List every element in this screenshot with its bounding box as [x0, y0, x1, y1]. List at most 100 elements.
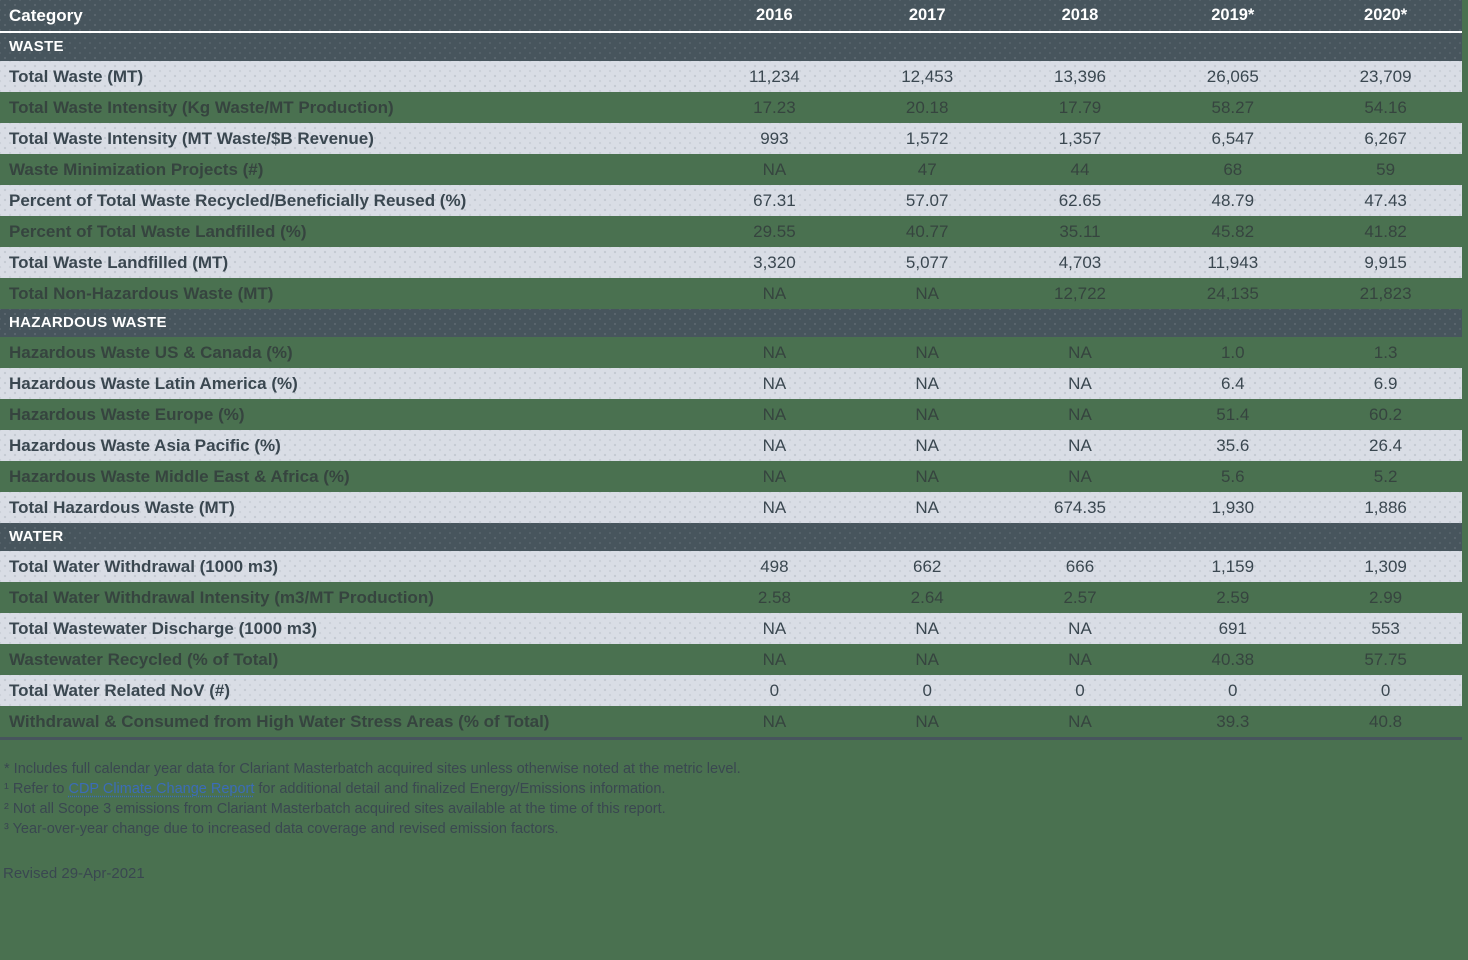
value-cell: 5.6: [1220, 466, 1245, 486]
value-cell: 1.3: [1373, 342, 1398, 362]
value-cell: NA: [915, 618, 939, 638]
value-cell: NA: [762, 342, 787, 362]
value-cell: NA: [762, 404, 787, 424]
value-cell: NA: [1068, 435, 1092, 455]
value-cell: 26.4: [1369, 435, 1403, 455]
footnote-3: ³ Year-over-year change due to increased…: [4, 821, 559, 837]
value-cell: 6.9: [1373, 373, 1398, 393]
row-label: Hazardous Waste Latin America (%): [9, 373, 298, 393]
value-cell: 12,453: [901, 66, 954, 86]
value-cell: 4,703: [1058, 252, 1102, 272]
row-label: Total Water Related NoV (#): [9, 680, 231, 700]
value-cell: 40.38: [1211, 649, 1255, 669]
value-cell: 24,135: [1206, 283, 1259, 303]
value-cell: 5.2: [1373, 466, 1398, 486]
table-row: Total Waste Intensity (MT Waste/$B Reven…: [0, 123, 1462, 154]
table-row: Wastewater Recycled (% of Total) NA NA NA 40…: [0, 644, 1462, 675]
row-label: Withdrawal & Consumed from High Water St…: [9, 711, 550, 731]
value-cell: NA: [915, 435, 939, 455]
value-cell: 5,077: [905, 252, 949, 272]
value-cell: 2.57: [1063, 587, 1097, 607]
value-cell: 553: [1371, 618, 1400, 638]
row-label: Waste Minimization Projects (#): [9, 159, 264, 179]
value-cell: NA: [1068, 649, 1092, 669]
value-cell: 2.99: [1369, 587, 1403, 607]
table-row: Withdrawal & Consumed from High Water St…: [0, 706, 1462, 737]
value-cell: 23,709: [1359, 66, 1412, 86]
footnotes: * Includes full calendar year data for C…: [0, 759, 1468, 839]
value-cell: NA: [915, 404, 939, 424]
cdp-climate-change-report-link[interactable]: CDP Climate Change Report: [68, 781, 255, 797]
row-label: Wastewater Recycled (% of Total): [9, 649, 279, 669]
value-cell: 691: [1218, 618, 1247, 638]
metrics-table: Category 2016 2017 2018 2019* 2020* WAST…: [0, 0, 1462, 740]
footnote-1-prefix: ¹ Refer to: [4, 781, 69, 797]
value-cell: NA: [1068, 466, 1092, 486]
value-cell: 57.07: [905, 190, 949, 210]
value-cell: NA: [915, 342, 939, 362]
value-cell: NA: [762, 435, 787, 455]
value-cell: NA: [1068, 342, 1092, 362]
value-cell: 666: [1065, 556, 1095, 576]
value-cell: 6,267: [1364, 128, 1407, 148]
row-label: Total Waste Intensity (MT Waste/$B Reven…: [9, 128, 374, 148]
value-cell: 26,065: [1206, 66, 1259, 86]
section-header-waste: WASTE: [0, 33, 1462, 61]
value-cell: 1,159: [1211, 556, 1255, 576]
footnote-2: ² Not all Scope 3 emissions from Clarian…: [4, 801, 666, 817]
footnote-asterisk: * Includes full calendar year data for C…: [4, 761, 741, 777]
table-body: WASTE Total Waste (MT) 11,234 12,453 13,396 2…: [0, 33, 1462, 737]
value-cell: 0: [1380, 680, 1391, 700]
value-cell: 1,930: [1211, 497, 1255, 517]
value-cell: NA: [762, 373, 787, 393]
row-label: Percent of Total Waste Recycled/Benefici…: [9, 190, 467, 210]
value-cell: 674.35: [1053, 497, 1106, 517]
value-cell: 662: [913, 556, 942, 576]
value-cell: NA: [762, 497, 787, 517]
table-row: Total Water Withdrawal Intensity (m3/MT …: [0, 582, 1462, 613]
value-cell: NA: [915, 711, 939, 731]
value-cell: 51.4: [1216, 404, 1250, 424]
value-cell: 47.43: [1364, 190, 1407, 210]
footnote-1-suffix: for additional detail and finalized Ener…: [254, 781, 666, 797]
value-cell: 11,943: [1207, 252, 1259, 272]
table-row: Waste Minimization Projects (#) NA 47 44 68 5…: [0, 154, 1462, 185]
table-row: Hazardous Waste Middle East & Africa (%)…: [0, 461, 1462, 492]
table-header-row: Category 2016 2017 2018 2019* 2020*: [0, 0, 1462, 33]
value-cell: 1,886: [1364, 497, 1407, 517]
table-row: Total Waste Intensity (Kg Waste/MT Produ…: [0, 92, 1462, 123]
value-cell: 57.75: [1364, 649, 1407, 669]
value-cell: 13,396: [1053, 66, 1106, 86]
row-label: Total Hazardous Waste (MT): [9, 497, 235, 517]
value-cell: 67.31: [753, 190, 796, 210]
value-cell: 2.59: [1216, 587, 1250, 607]
column-header-category: Category: [9, 5, 83, 25]
revised-date: Revised 29-Apr-2021: [3, 865, 145, 882]
column-header-year-2017: 2017: [908, 6, 946, 24]
value-cell: 1,572: [905, 128, 949, 148]
value-cell: NA: [762, 618, 787, 638]
value-cell: 1,357: [1058, 128, 1102, 148]
value-cell: NA: [762, 711, 787, 731]
row-label: Total Waste Intensity (Kg Waste/MT Produ…: [9, 97, 394, 117]
table-row: Total Waste (MT) 11,234 12,453 13,396 26,065…: [0, 61, 1462, 92]
value-cell: 6.4: [1220, 373, 1245, 393]
value-cell: NA: [762, 466, 787, 486]
value-cell: NA: [915, 649, 939, 669]
table-row: Total Non-Hazardous Waste (MT) NA NA 12,722…: [0, 278, 1462, 309]
column-header-year-2016: 2016: [756, 6, 793, 24]
value-cell: 1,309: [1364, 556, 1407, 576]
value-cell: 3,320: [753, 252, 796, 272]
value-cell: 47: [917, 159, 937, 179]
column-header-year-2019: 2019*: [1211, 6, 1255, 24]
row-label: Hazardous Waste Middle East & Africa (%): [9, 466, 350, 486]
value-cell: 0: [769, 680, 780, 700]
row-label: Total Wastewater Discharge (1000 m3): [9, 618, 318, 638]
value-cell: NA: [915, 466, 939, 486]
value-cell: NA: [762, 283, 787, 303]
value-cell: 9,915: [1364, 252, 1407, 272]
value-cell: 0: [1228, 680, 1238, 700]
value-cell: 2.58: [757, 587, 791, 607]
value-cell: NA: [915, 497, 939, 517]
value-cell: 12,722: [1053, 283, 1106, 303]
